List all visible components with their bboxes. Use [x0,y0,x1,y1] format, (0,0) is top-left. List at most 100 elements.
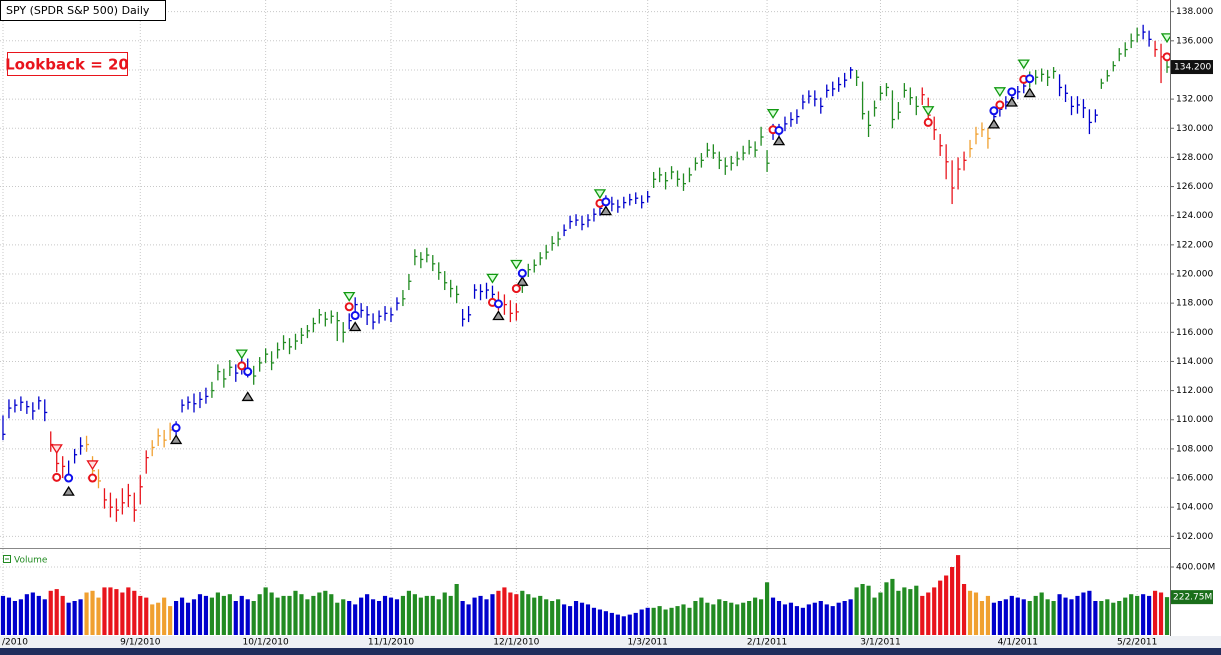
volume-bar [985,595,991,635]
volume-bar [66,602,71,635]
signal-circle [493,299,503,309]
volume-bar [603,611,608,635]
volume-bar [257,594,262,635]
volume-bar [675,606,680,635]
signal-down [343,291,356,302]
signal-circle [989,106,999,116]
volume-bar [281,595,286,635]
volume-bar [627,614,632,635]
volume-bar [812,602,817,635]
x-tick-label: 12/1/2010 [493,638,539,648]
volume-bar [1069,599,1074,635]
volume-bar [1105,599,1110,635]
volume-bar [60,595,65,635]
volume-bar [185,602,191,635]
volume-bar [496,590,501,635]
signal-down [486,273,499,284]
y-tick-label: 106.000 [1176,474,1213,484]
volume-bar [490,594,495,635]
volume-bar [794,606,800,635]
volume-bar [645,607,650,635]
volume-bar [830,606,835,635]
x-tick-label: 3/1/2011 [860,638,900,648]
y-tick-label: 104.000 [1176,503,1213,513]
volume-bar [1147,595,1152,635]
y-tick-label: 102.000 [1176,532,1213,542]
volume-bar [597,609,603,635]
volume-bar [275,597,280,635]
volume-bar [705,602,710,635]
volume-bar [353,604,358,635]
volume-bar [394,599,400,635]
x-tick-label: /2010 [2,638,28,648]
volume-bar [514,594,519,635]
signal-down [922,106,935,116]
volume-bar [448,595,453,635]
x-tick-label: 1/3/2011 [627,638,667,648]
signal-up [1023,87,1036,98]
right-axis-bg [1170,0,1221,636]
volume-bar [341,599,346,635]
volume-bar [1099,601,1104,635]
volume-bar [585,604,591,635]
signal-down [766,109,780,119]
volume-bar [824,604,829,635]
volume-bar [818,601,823,635]
volume-bar [687,607,692,635]
volume-bar [90,590,95,635]
volume-bar [365,594,370,635]
volume-bar [1111,602,1116,635]
volume-bar [150,604,155,635]
volume-bar [162,597,167,635]
volume-bar [102,587,107,635]
y-tick-label: 118.000 [1176,299,1213,309]
volume-bar [305,599,310,635]
volume-bar [215,592,220,635]
volume-bar [126,587,131,635]
volume-bar [233,601,238,635]
signal-circle [511,284,521,294]
volume-bar [454,584,459,635]
volume-bar [0,595,6,635]
volume-bar [1045,599,1050,635]
signal-up [492,310,505,321]
signal-circle [774,125,784,135]
volume-bar [579,602,585,635]
volume-bar [508,592,513,635]
volume-bar [550,601,555,635]
volume-bar [836,602,841,635]
volume-bar [317,592,322,635]
volume-bar [896,590,901,635]
volume-bar [6,597,12,635]
volume-bar [203,595,209,635]
signal-circle [517,268,527,278]
volume-bar [562,604,567,635]
volume-label: Volume [14,556,48,566]
y-tick-label: 112.000 [1176,386,1213,396]
volume-bar [973,592,979,635]
volume-bar [120,592,125,635]
volume-bar [890,578,895,635]
volume-bar [759,599,764,635]
volume-bar [776,601,782,635]
signal-circle [171,423,181,433]
volume-bar [1164,597,1170,635]
volume-bar [800,607,805,635]
volume-bar [997,601,1002,635]
volume-bar [567,606,573,635]
volume-bar [209,597,215,635]
signal-down [993,87,1007,98]
x-tick-label: 4/1/2011 [998,638,1038,648]
annotation: Lookback = 20 [5,56,129,74]
signal-up [62,485,75,496]
volume-bar [78,599,83,635]
volume-bar [144,597,149,635]
x-tick-label: 5/2/2011 [1117,638,1157,648]
signal-circle [52,472,62,482]
signal-up [516,276,529,286]
volume-bar [370,599,376,635]
signal-circle [237,361,247,371]
volume-bar [12,601,18,635]
volume-bar [711,604,716,635]
